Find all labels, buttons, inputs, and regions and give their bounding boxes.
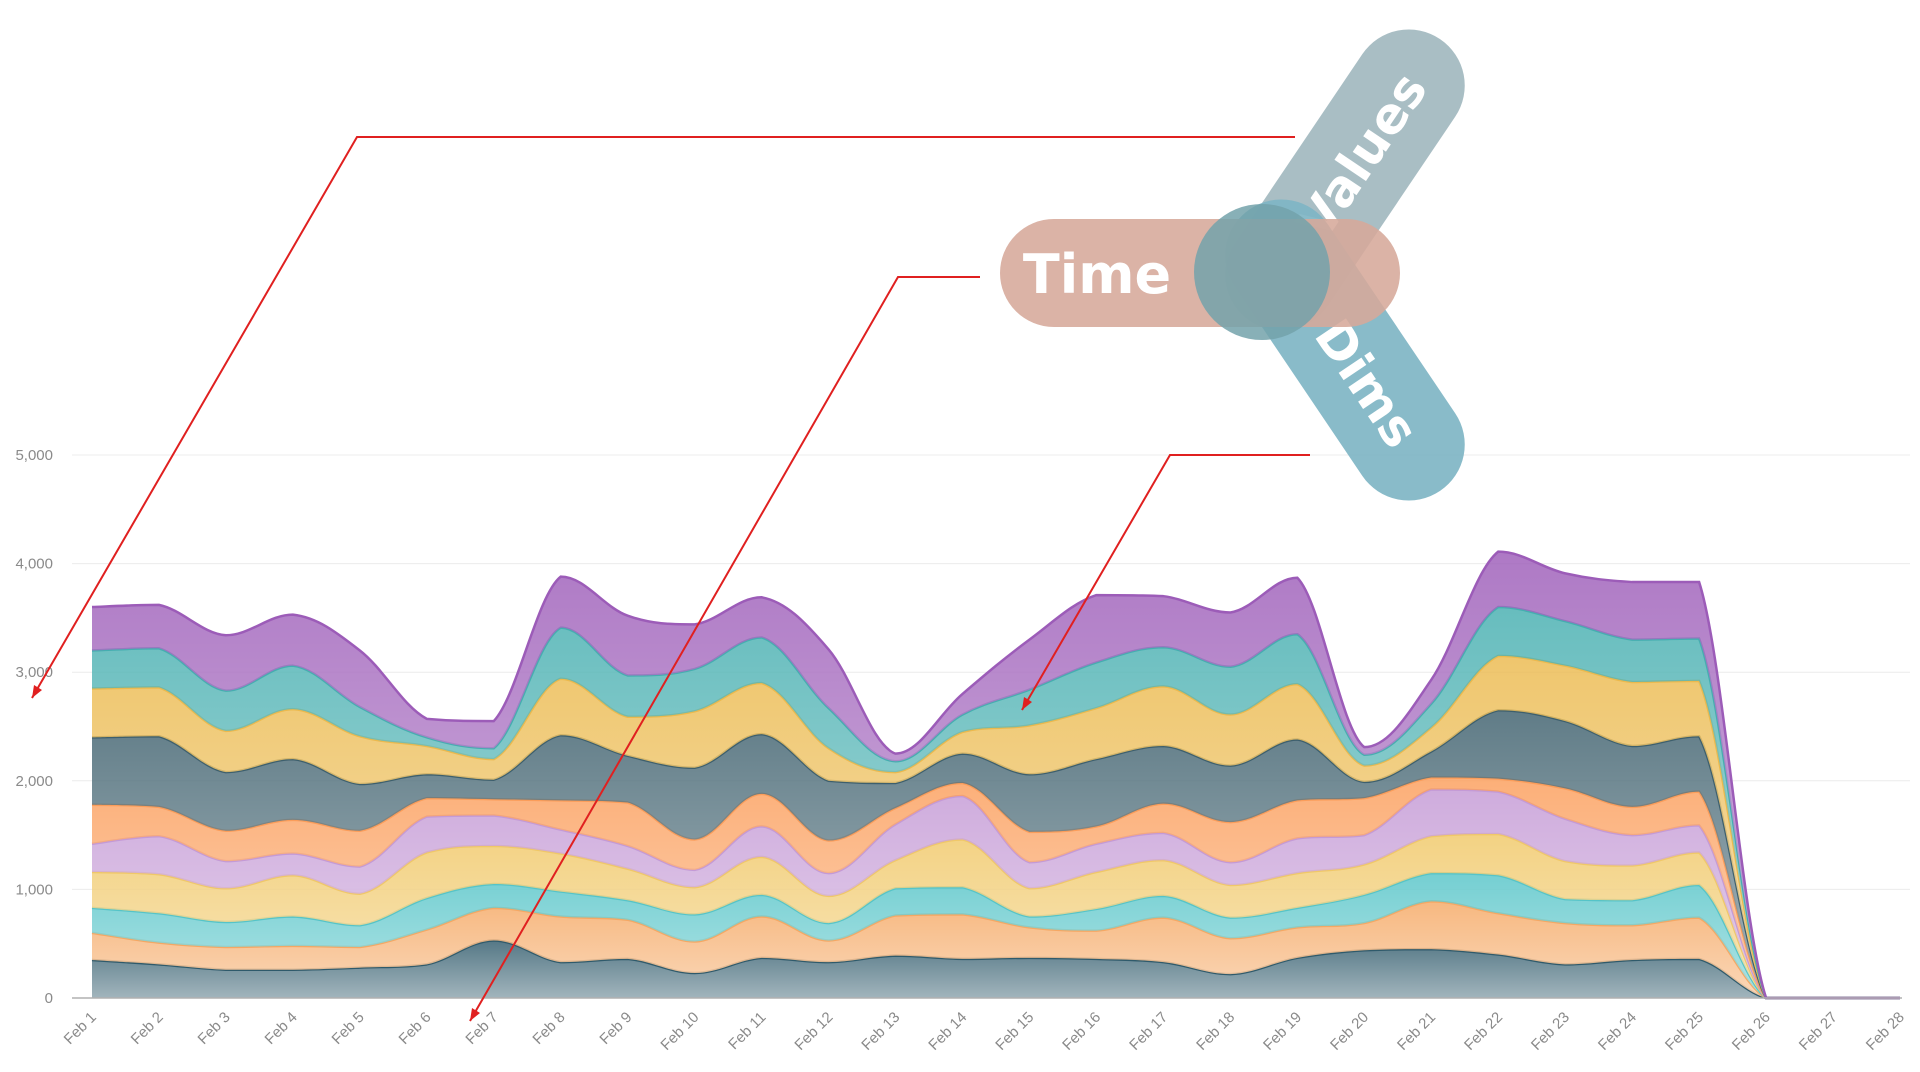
x-tick-label: Feb 7 [462, 1009, 501, 1048]
y-tick-label: 0 [45, 990, 53, 1007]
x-tick-label: Feb 24 [1595, 1009, 1640, 1054]
x-tick-label: Feb 22 [1461, 1009, 1506, 1054]
x-tick-label: Feb 8 [529, 1009, 568, 1048]
series-fade [92, 777, 1900, 998]
series-fade [92, 551, 1900, 998]
x-tick-label: Feb 5 [329, 1009, 368, 1048]
concept-diagram: Values Dims Time [1000, 29, 1465, 501]
x-tick-label: Feb 17 [1126, 1009, 1171, 1054]
annotation-arrows [31, 136, 1310, 1022]
x-tick-label: Feb 2 [128, 1009, 167, 1048]
x-tick-label: Feb 6 [395, 1009, 434, 1048]
series-fade [92, 655, 1900, 998]
x-tick-label: Feb 25 [1662, 1009, 1707, 1054]
x-tick-label: Feb 3 [195, 1009, 234, 1048]
series-area [91, 550, 1900, 1000]
values-arrow [31, 136, 1295, 699]
dims-arrowhead [1022, 697, 1032, 710]
series-fade [92, 834, 1900, 998]
time-badge-label: Time [1023, 243, 1171, 306]
x-tick-label: Feb 19 [1260, 1009, 1305, 1054]
series-fade [92, 873, 1900, 998]
x-tick-label: Feb 21 [1394, 1009, 1439, 1054]
dims-arrow [1021, 454, 1310, 711]
x-tick-label: Feb 11 [725, 1009, 769, 1053]
y-tick-label: 5,000 [15, 447, 53, 464]
series-fade [92, 607, 1900, 998]
x-tick-label: Feb 28 [1863, 1009, 1908, 1054]
series-line [91, 550, 1900, 1000]
overlap-center [1194, 204, 1330, 340]
stacked-areas [91, 550, 1900, 1000]
x-tick-label: Feb 14 [925, 1009, 970, 1054]
x-tick-label: Feb 1 [61, 1009, 100, 1048]
series-fade [92, 710, 1900, 998]
series-fade [92, 940, 1900, 998]
x-tick-label: Feb 13 [858, 1009, 903, 1054]
time-arrowhead [470, 1008, 480, 1021]
y-tick-label: 1,000 [15, 881, 53, 898]
values-arrowhead [32, 685, 42, 698]
x-tick-label: Feb 15 [992, 1009, 1037, 1054]
x-tick-label: Feb 27 [1796, 1009, 1841, 1054]
x-tick-label: Feb 12 [791, 1009, 836, 1054]
series-area [91, 939, 1900, 1000]
time-arrow [469, 276, 980, 1022]
y-tick-label: 4,000 [15, 556, 53, 573]
y-tick-label: 2,000 [15, 773, 53, 790]
x-tick-label: Feb 16 [1059, 1009, 1104, 1054]
series-fade [92, 789, 1900, 998]
x-tick-label: Feb 4 [262, 1009, 301, 1048]
x-tick-label: Feb 18 [1193, 1009, 1238, 1054]
x-tick-label: Feb 10 [657, 1009, 702, 1054]
series-fade [92, 901, 1900, 998]
x-tick-label: Feb 23 [1528, 1009, 1573, 1054]
x-tick-label: Feb 26 [1729, 1009, 1774, 1054]
x-tick-label: Feb 20 [1327, 1009, 1372, 1054]
x-tick-label: Feb 9 [596, 1009, 635, 1048]
